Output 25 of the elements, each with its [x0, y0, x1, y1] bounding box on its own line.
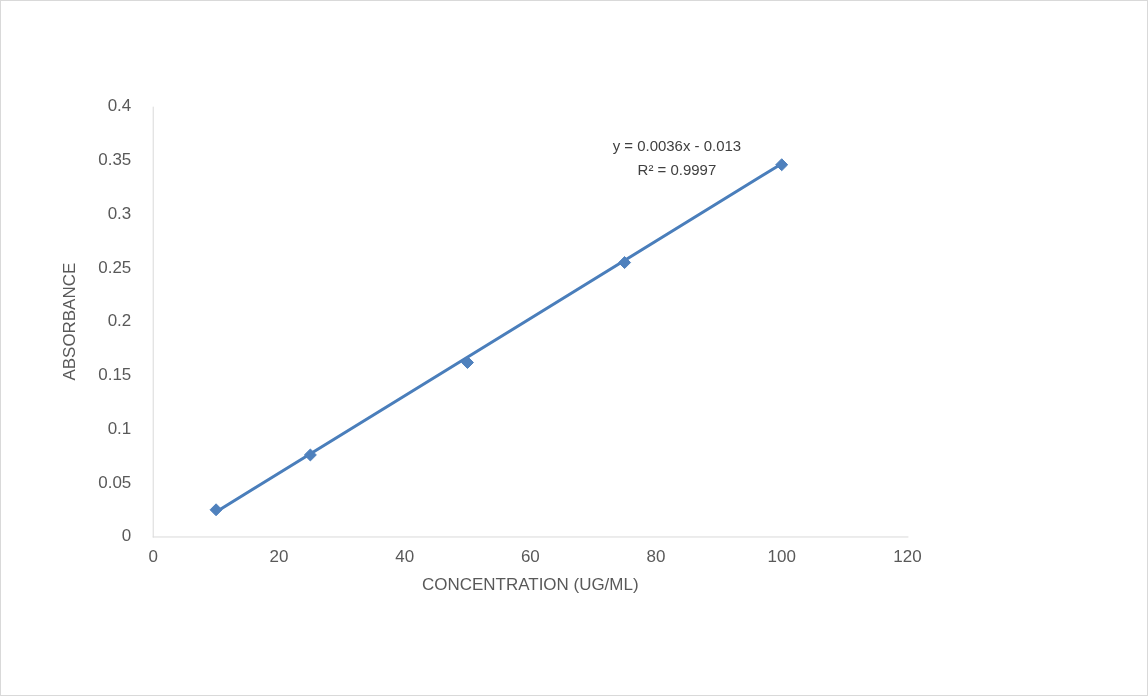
point	[460, 356, 474, 369]
y-tick-label: 0.15	[98, 365, 132, 385]
y-tick-label: 0.25	[98, 257, 132, 277]
x-tick-label: 0	[148, 547, 158, 567]
x-tick-label: 100	[767, 547, 796, 567]
annotation: y = 0.0036x - 0.013	[612, 136, 742, 154]
y-tick-label: 0.35	[98, 150, 132, 170]
point	[775, 158, 789, 172]
x-tick-label: 60	[520, 547, 540, 567]
y-tick-label: 0.1	[107, 418, 132, 438]
y-tick-label: 0.05	[98, 472, 132, 492]
x-tick-label: 80	[646, 547, 666, 567]
x-tick-label: 40	[395, 547, 415, 567]
annotation: R² = 0.9997	[637, 160, 717, 178]
y-tick-label: 0	[121, 526, 132, 546]
x-tick-label: 120	[893, 547, 922, 567]
y-tick-label: 0.3	[107, 203, 132, 223]
x-axis-title: CONCENTRATION (UG/ML)	[422, 574, 639, 594]
y-tick-label: 0.2	[107, 311, 132, 331]
y-axis-title: ABSORBANCE	[59, 262, 79, 381]
point	[618, 256, 632, 270]
y-tick-label: 0.4	[107, 96, 132, 116]
x-tick-label: 20	[269, 547, 289, 567]
point	[209, 503, 223, 517]
point	[303, 448, 317, 462]
